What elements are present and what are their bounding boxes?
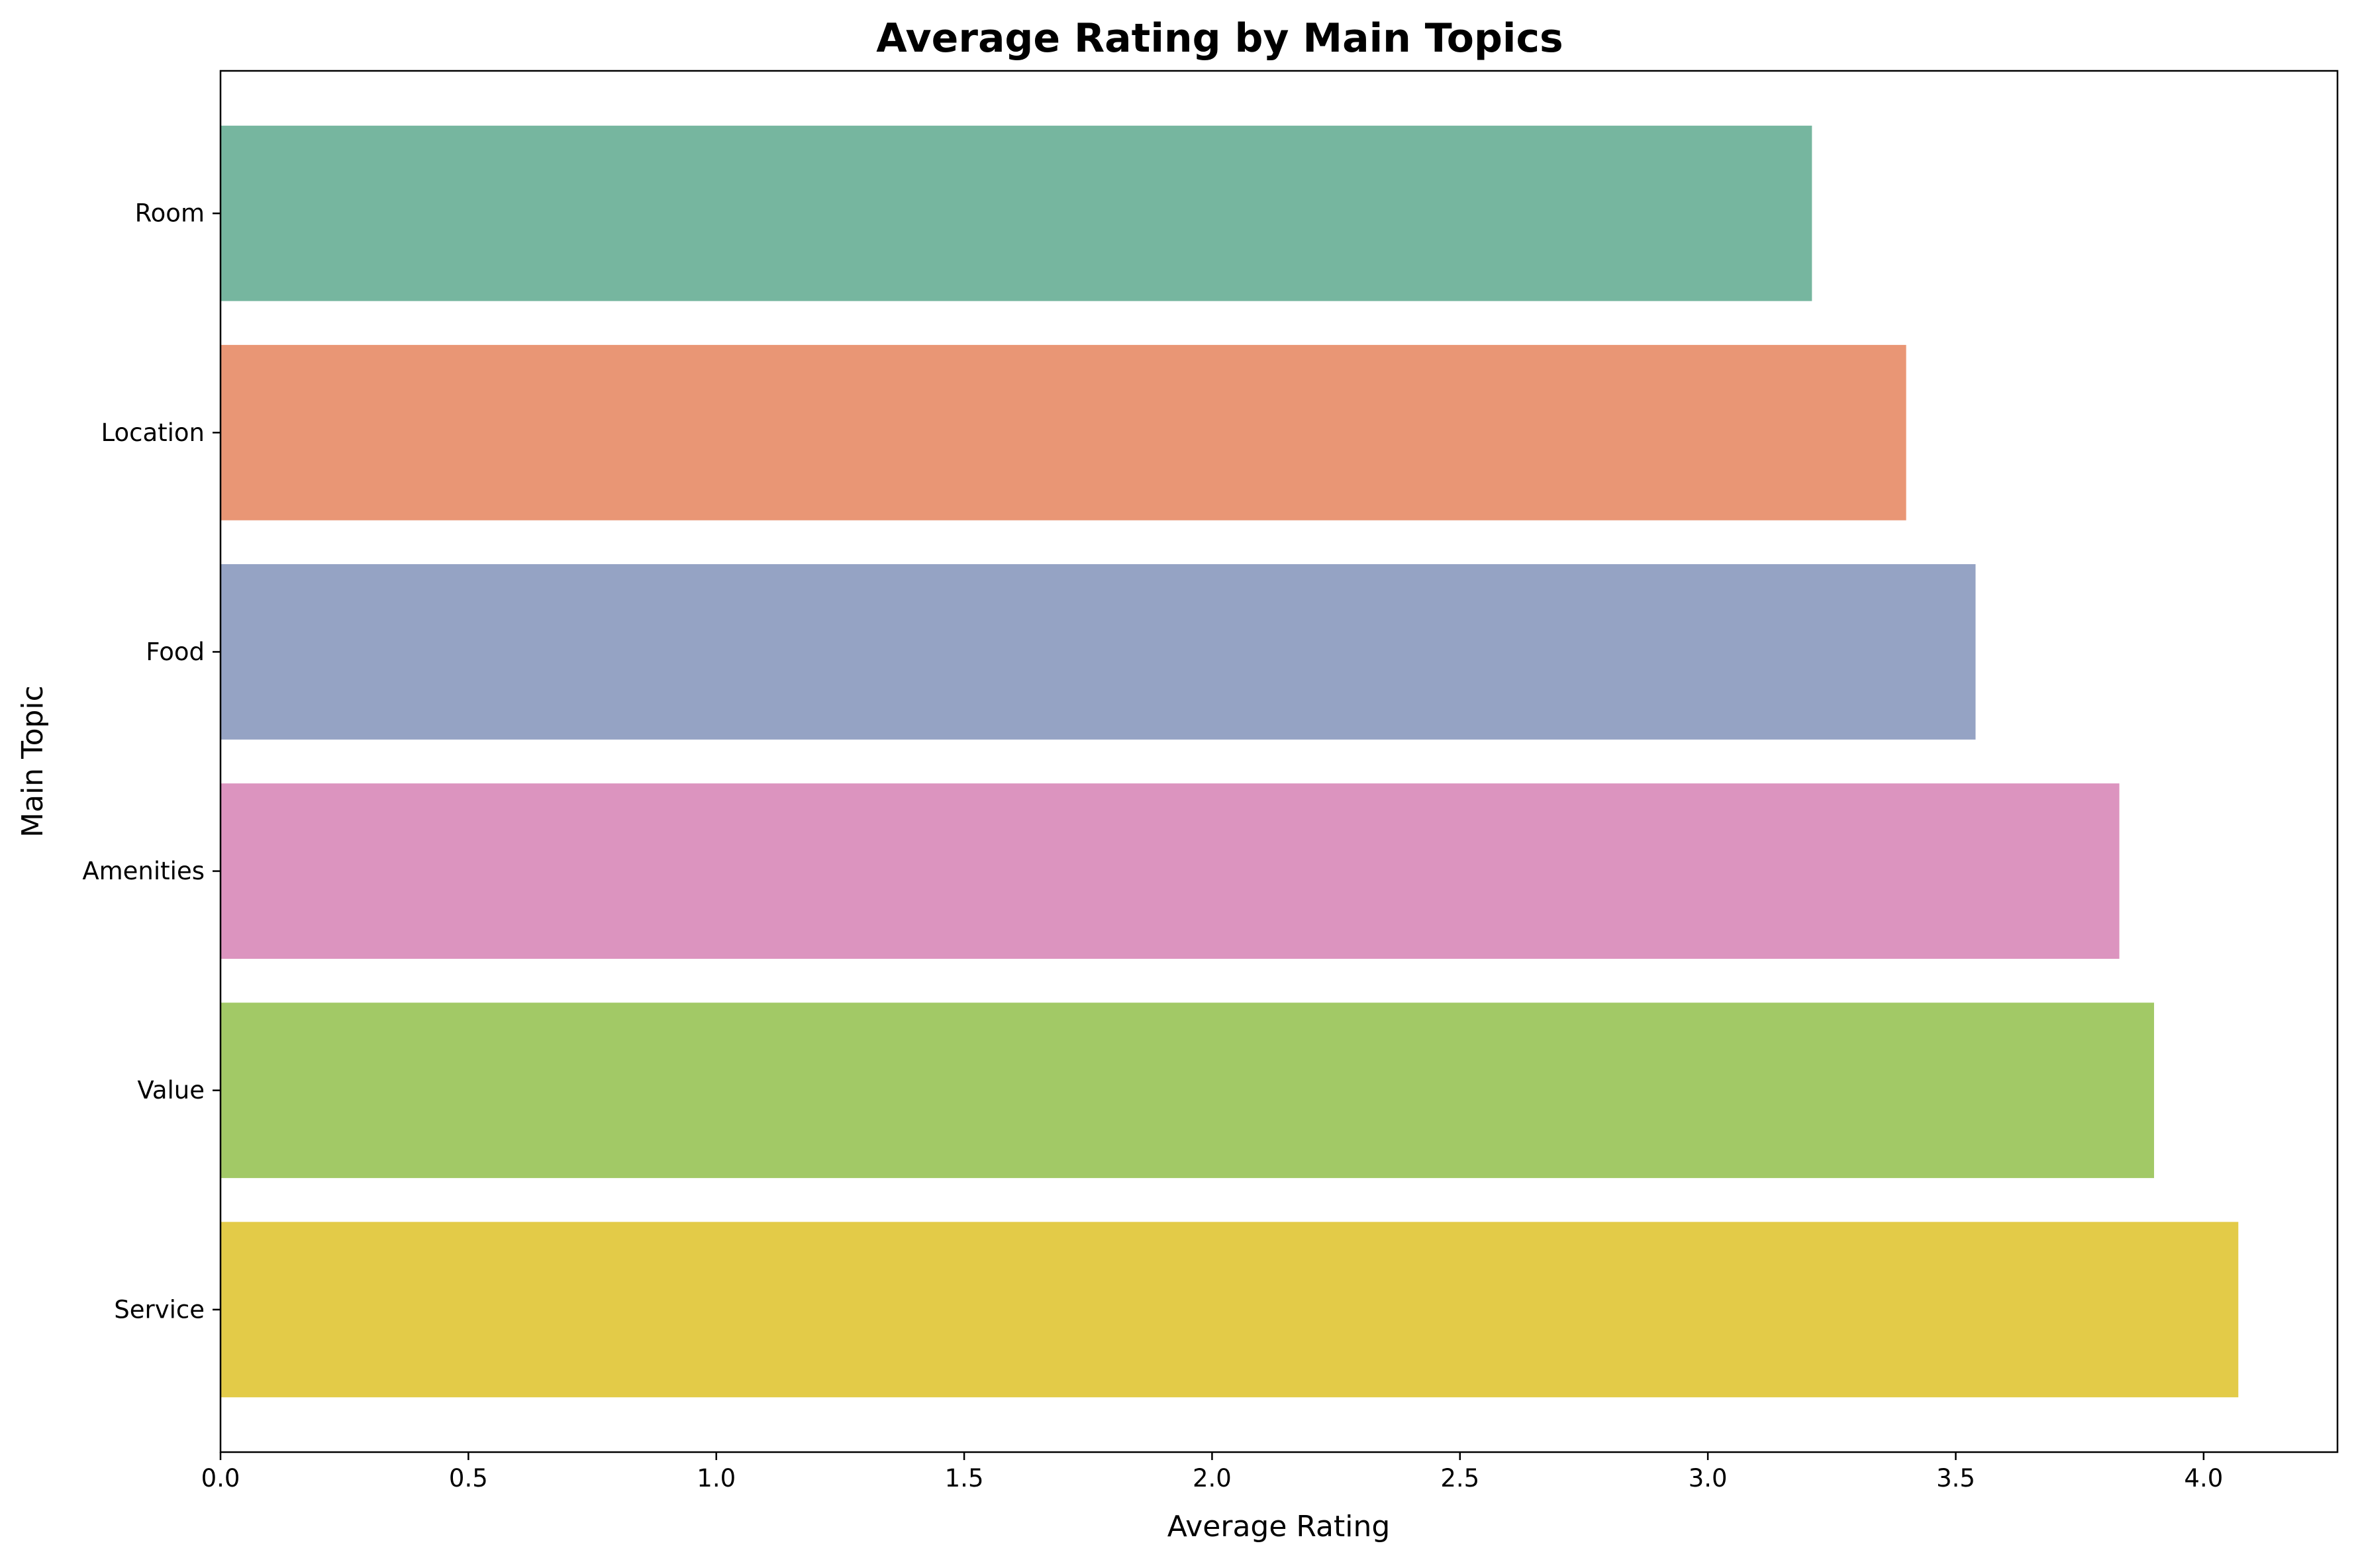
y-axis-label: Main Topic <box>16 685 50 838</box>
bar-service <box>221 1222 2239 1398</box>
chart-title: Average Rating by Main Topics <box>876 15 1563 62</box>
x-tick-label-0: 0.0 <box>201 1464 240 1493</box>
x-axis-ticks: 0.0 0.5 1.0 1.5 2.0 2.5 3.0 3.5 4.0 <box>201 1452 2223 1493</box>
x-tick-label-4: 2.0 <box>1193 1464 1232 1493</box>
x-tick-label-8: 4.0 <box>2184 1464 2223 1493</box>
x-tick-label-5: 2.5 <box>1440 1464 1479 1493</box>
bar-amenities <box>221 783 2120 959</box>
y-axis-ticks: Room Location Food Amenities Value Service <box>82 199 221 1324</box>
x-tick-label-1: 0.5 <box>449 1464 488 1493</box>
bar-food <box>221 564 1976 740</box>
bar-location <box>221 344 1906 520</box>
x-axis-label: Average Rating <box>1167 1510 1391 1544</box>
x-tick-label-2: 1.0 <box>697 1464 736 1493</box>
bar-value <box>221 1003 2154 1179</box>
y-tick-label-food: Food <box>146 638 205 666</box>
bar-room <box>221 125 1812 301</box>
y-tick-label-location: Location <box>101 418 205 447</box>
bars-layer <box>221 125 2239 1398</box>
plot-frame <box>219 70 2339 1453</box>
y-tick-label-service: Service <box>114 1295 205 1324</box>
x-tick-label-7: 3.5 <box>1936 1464 1975 1493</box>
y-tick-label-amenities: Amenities <box>82 857 205 885</box>
y-tick-label-value: Value <box>137 1076 205 1104</box>
x-tick-label-6: 3.0 <box>1689 1464 1728 1493</box>
y-tick-label-room: Room <box>135 199 205 228</box>
x-tick-label-3: 1.5 <box>945 1464 984 1493</box>
